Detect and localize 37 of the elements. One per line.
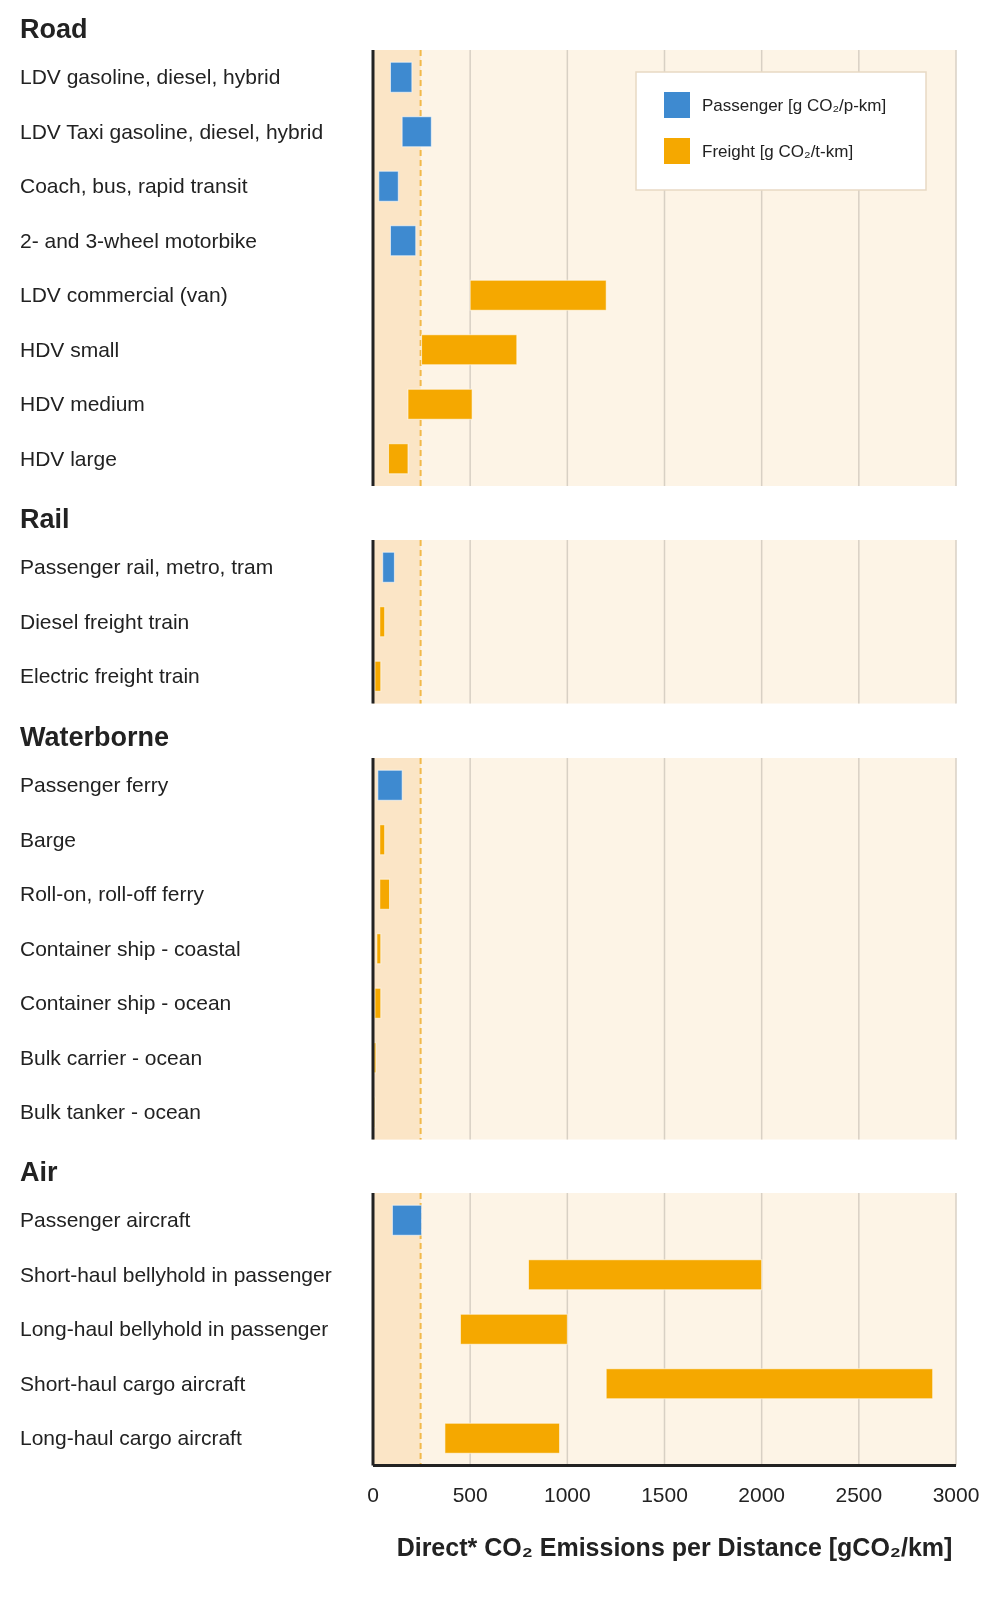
y-tick-label: Long-haul cargo aircraft	[20, 1426, 242, 1450]
x-tick-label: 2500	[835, 1482, 883, 1506]
text: Waterborne	[20, 721, 170, 752]
y-tick-label: LDV gasoline, diesel, hybrid	[20, 65, 281, 89]
y-tick-label: Passenger aircraft	[20, 1208, 191, 1232]
text: Rail	[20, 504, 70, 534]
legend-label: Passenger [g CO₂/p-km]	[702, 96, 887, 115]
y-tick-label: Electric freight train	[20, 664, 200, 688]
x-tick-label: 1000	[543, 1482, 591, 1506]
y-tick-label: LDV Taxi gasoline, diesel, hybrid	[20, 119, 324, 143]
y-tick-label: HDV large	[20, 446, 117, 470]
y-tick-label: Bulk tanker - ocean	[20, 1099, 201, 1123]
y-tick-label: Short-haul bellyhold in passenger	[20, 1262, 332, 1286]
y-tick-label: HDV medium	[20, 392, 145, 416]
x-tick-label: 1500	[641, 1482, 688, 1506]
y-tick-label: Diesel freight train	[20, 609, 190, 633]
x-tick-label: 500	[452, 1482, 488, 1506]
y-tick-label: Passenger rail, metro, tram	[20, 555, 274, 579]
y-tick-label: Long-haul bellyhold in passenger	[20, 1317, 329, 1341]
x-axis-title: Direct* CO₂ Emissions per Distance [gCO₂/km]	[396, 1532, 953, 1561]
x-tick-label: 0	[367, 1482, 379, 1506]
legend-label: Freight [g CO₂/t-km]	[702, 142, 854, 161]
x-tick-label: 2000	[738, 1482, 786, 1506]
y-tick-label: Container ship - ocean	[20, 990, 232, 1014]
y-tick-label: Container ship - coastal	[20, 936, 241, 960]
text: Road	[20, 14, 88, 44]
y-tick-label: Passenger ferry	[20, 772, 169, 796]
y-tick-label: Barge	[20, 827, 77, 851]
y-tick-label: Roll-on, roll-off ferry	[20, 881, 205, 905]
y-tick-label: HDV small	[20, 337, 120, 361]
y-tick-label: Bulk carrier - ocean	[20, 1045, 203, 1069]
y-tick-label: LDV commercial (van)	[20, 283, 228, 307]
y-tick-label: 2- and 3-wheel motorbike	[20, 228, 257, 252]
y-tick-label: Short-haul cargo aircraft	[20, 1371, 246, 1395]
x-tick-label: 3000	[932, 1482, 980, 1506]
y-tick-label: Coach, bus, rapid transit	[20, 174, 248, 198]
text: Air	[20, 1157, 58, 1187]
